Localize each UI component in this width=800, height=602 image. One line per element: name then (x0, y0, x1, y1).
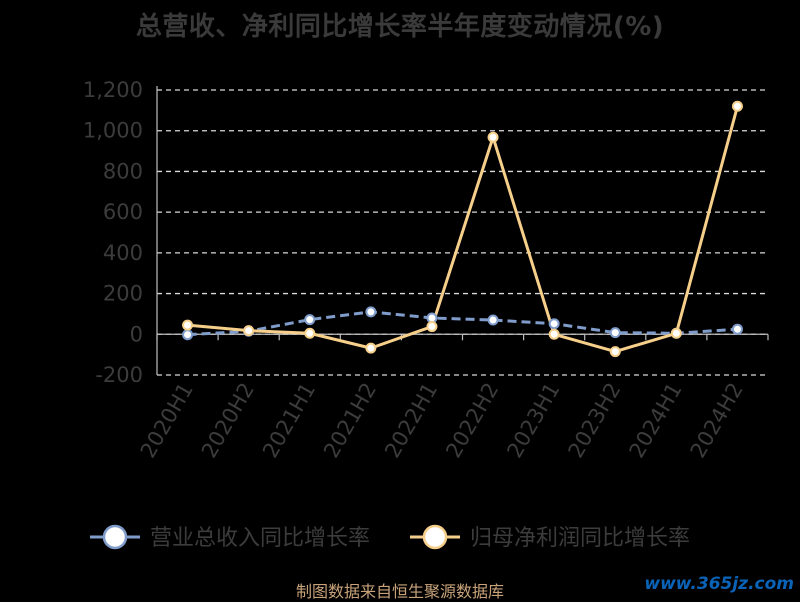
y-tick-label: 200 (103, 282, 143, 306)
data-point-series-1 (609, 327, 621, 339)
data-point-series-2 (731, 100, 743, 112)
series-line-1 (187, 310, 738, 337)
x-tick-label: 2023H1 (502, 379, 564, 463)
data-point-series-2 (670, 327, 682, 339)
y-tick-label: 1,200 (83, 78, 143, 102)
data-point-series-2 (548, 328, 560, 340)
data-point-series-2 (365, 342, 377, 354)
data-point-series-2 (182, 319, 194, 331)
data-point-series-2 (609, 346, 621, 358)
x-tick-label: 2022H2 (441, 379, 503, 463)
data-point-series-1 (182, 329, 194, 341)
y-tick-label: 0 (130, 322, 143, 346)
data-point-series-1 (304, 314, 316, 326)
x-tick-label: 2021H2 (319, 379, 381, 463)
x-tick-label: 2021H1 (258, 379, 320, 463)
source-footer: 制图数据来自恒生聚源数据库 (295, 582, 504, 601)
x-tick-label: 2020H1 (136, 379, 198, 463)
legend-label-1: 营业总收入同比增长率 (150, 526, 370, 551)
y-tick-label: 1,000 (83, 119, 143, 143)
chart-title: 总营收、净利同比增长率半年度变动情况(%) (135, 12, 665, 42)
data-point-series-2 (243, 325, 255, 337)
data-point-series-1 (731, 323, 743, 335)
series-line-2 (187, 105, 739, 354)
legend-marker-1 (102, 524, 128, 550)
x-tick-label: 2024H1 (625, 379, 687, 463)
y-tick-label: 600 (103, 200, 143, 224)
legend-label-2: 归母净利润同比增长率 (470, 526, 690, 551)
y-tick-label: 800 (103, 159, 143, 183)
x-tick-label: 2024H2 (686, 379, 748, 463)
data-point-series-2 (426, 321, 438, 333)
data-point-series-2 (304, 327, 316, 339)
data-point-series-2 (487, 131, 499, 143)
x-tick-label: 2022H1 (380, 379, 442, 463)
x-tick-label: 2020H2 (197, 379, 259, 463)
y-tick-label: -200 (95, 363, 143, 387)
y-tick-label: 400 (103, 241, 143, 265)
x-tick-label: 2023H2 (563, 379, 625, 463)
data-point-series-1 (365, 306, 377, 318)
legend-marker-2 (422, 524, 448, 550)
data-point-series-1 (487, 314, 499, 326)
data-point-series-1 (548, 318, 560, 330)
watermark: www.365jz.com (644, 574, 794, 594)
